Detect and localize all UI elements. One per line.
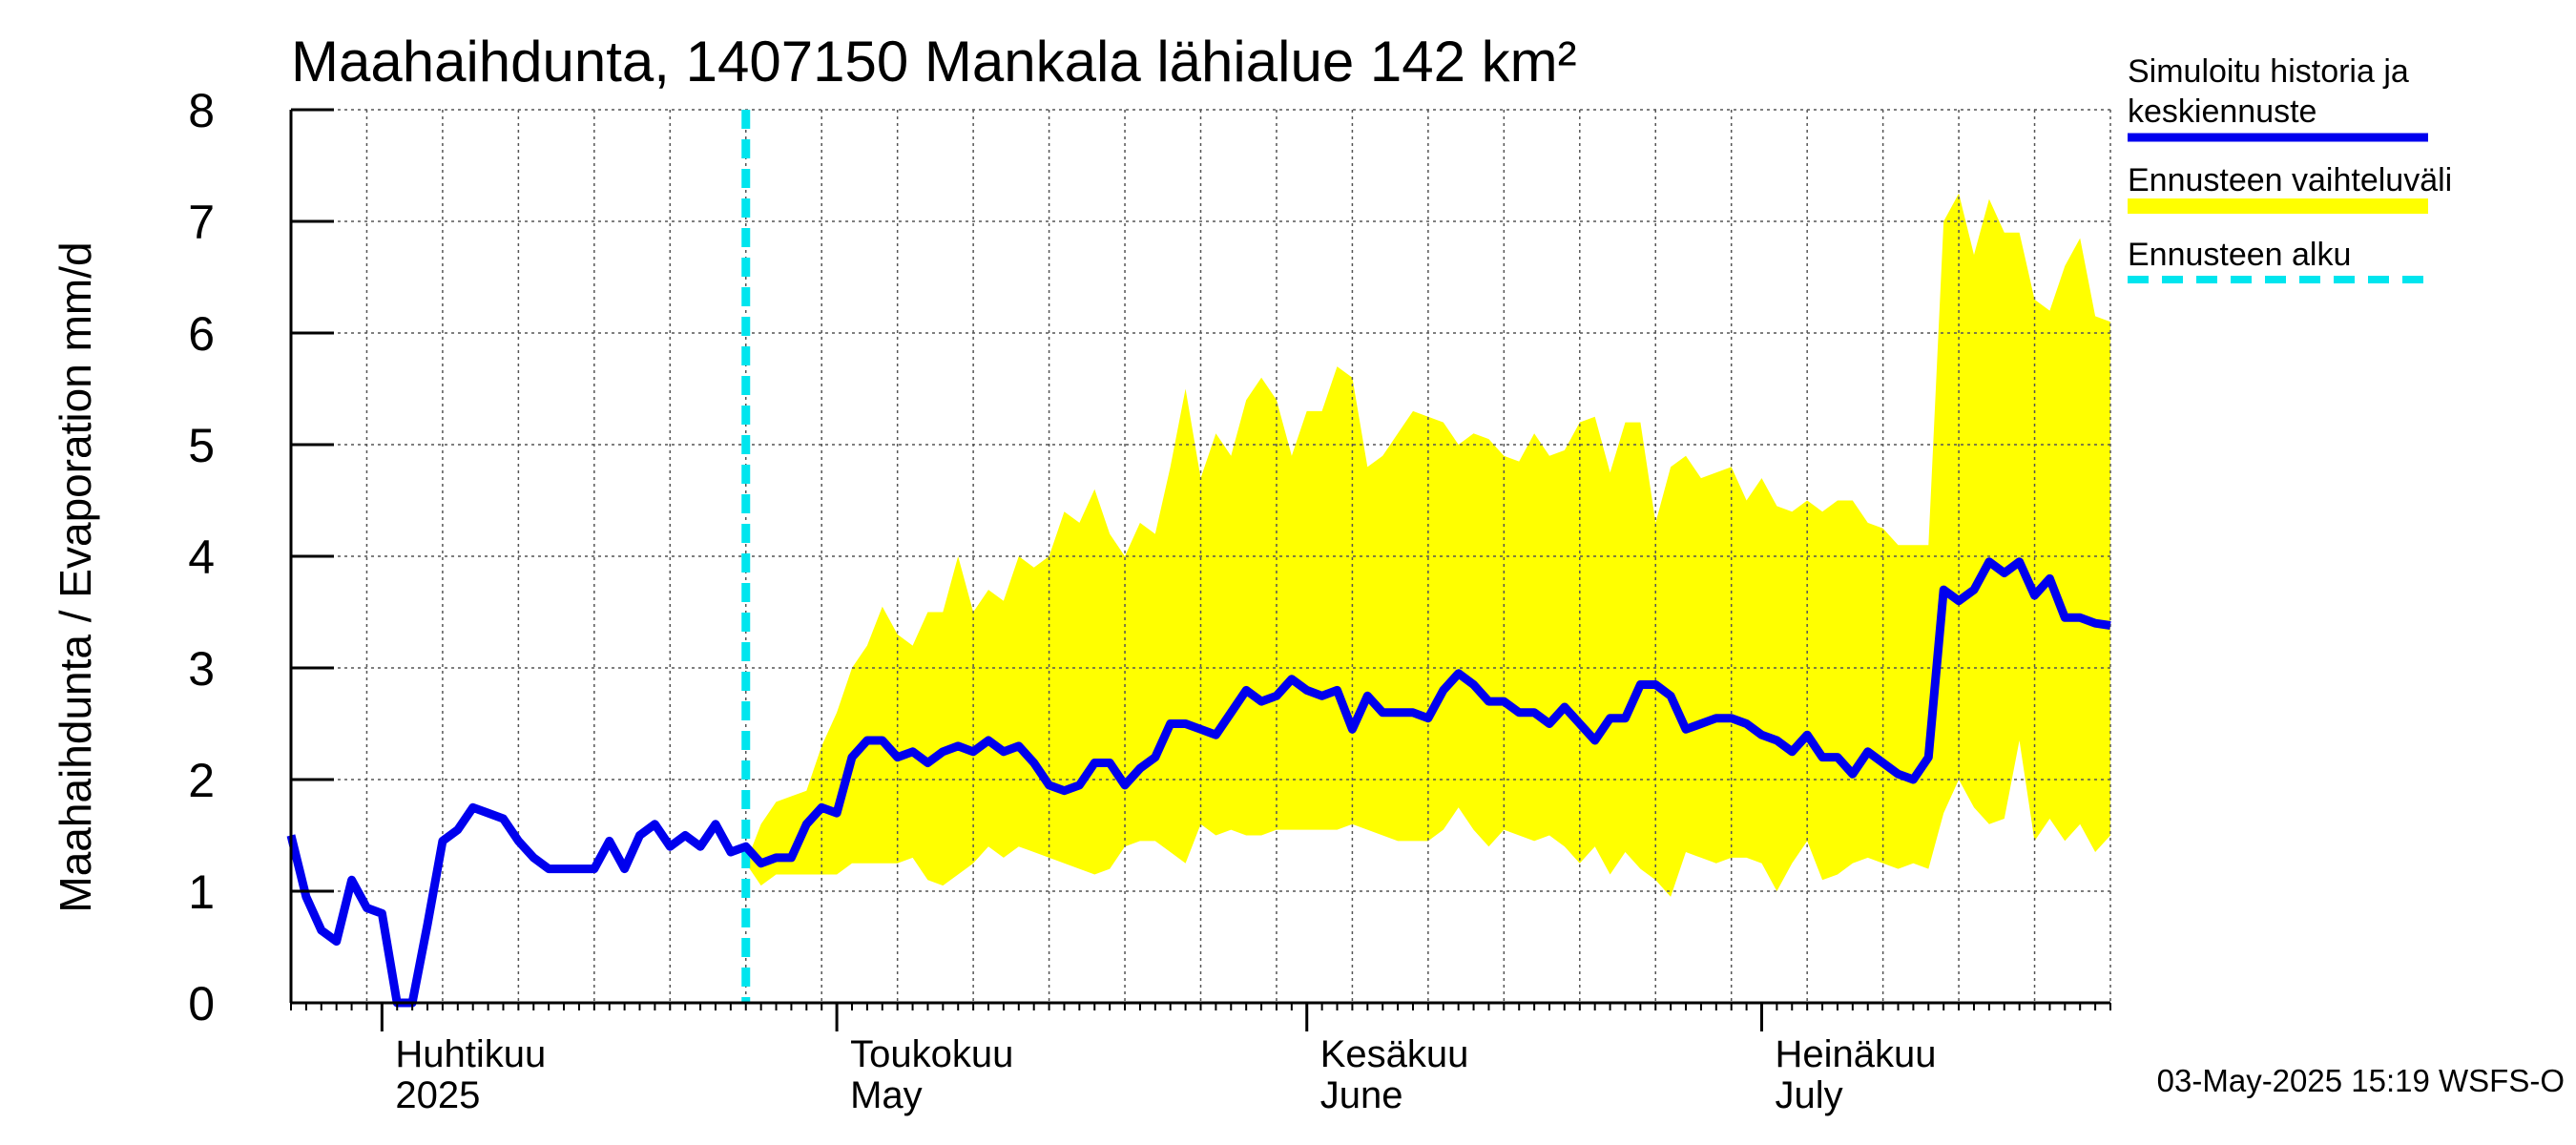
x-month-label-fi: Heinäkuu: [1775, 1033, 1936, 1075]
x-month-label-fi: Huhtikuu: [395, 1033, 546, 1075]
x-month-label-fi: Toukokuu: [850, 1033, 1013, 1075]
y-tick-label: 6: [188, 307, 215, 361]
timestamp-footer: 03-May-2025 15:19 WSFS-O: [2157, 1063, 2565, 1098]
legend-label-simulated-line2: keskiennuste: [2128, 94, 2316, 130]
y-tick-label: 5: [188, 419, 215, 472]
y-tick-label: 2: [188, 754, 215, 807]
y-tick-label: 7: [188, 196, 215, 249]
y-axis-label: Maahaihdunta / Evaporation mm/d: [51, 241, 100, 912]
x-month-label-en: July: [1775, 1074, 1842, 1116]
x-month-label-en: June: [1320, 1074, 1403, 1116]
y-tick-label: 3: [188, 642, 215, 696]
legend: Simuloitu historia ja keskiennuste Ennus…: [2128, 53, 2452, 283]
y-tick-label: 8: [188, 84, 215, 137]
series-line-simulated: [286, 557, 2111, 1008]
grid-layer: [291, 109, 2111, 1003]
x-month-label-en: 2025: [395, 1074, 480, 1116]
legend-label-forecast-start: Ennusteen alku: [2128, 237, 2351, 273]
y-tick-label: 1: [188, 865, 215, 919]
legend-label-simulated-line1: Simuloitu historia ja: [2128, 53, 2409, 90]
y-tick-label: 4: [188, 531, 215, 584]
x-month-label-en: May: [850, 1074, 923, 1116]
legend-label-range: Ennusteen vaihteluväli: [2128, 162, 2452, 198]
chart-title: Maahaihdunta, 1407150 Mankala lähialue 1…: [291, 30, 1577, 94]
y-tick-label: 0: [188, 977, 215, 1030]
axis-layer: 012345678Huhtikuu2025ToukokuuMayKesäkuuJ…: [188, 84, 2111, 1116]
x-month-label-fi: Kesäkuu: [1320, 1033, 1469, 1075]
series-line-layer: [286, 557, 2111, 1008]
